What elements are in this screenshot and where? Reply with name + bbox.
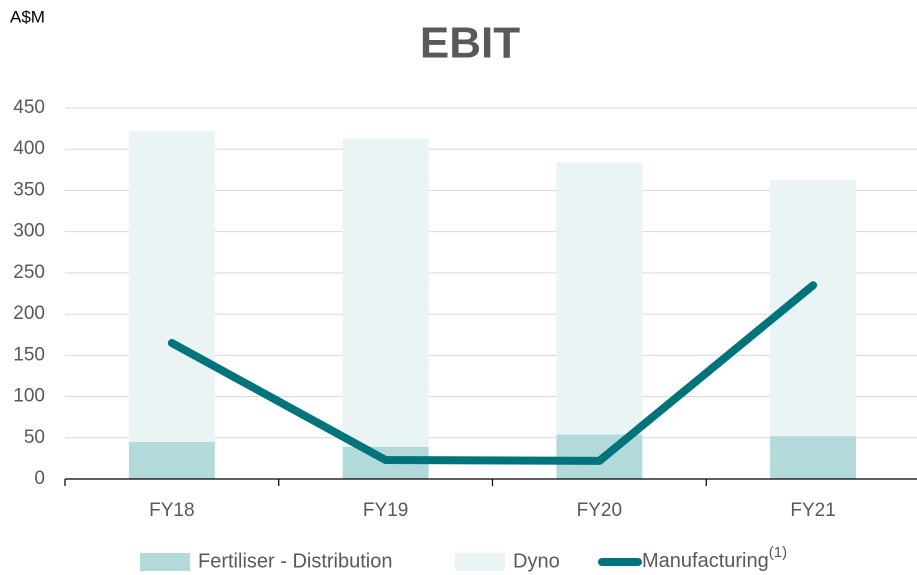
bar-segment [342, 138, 429, 447]
x-tick-label: FY21 [790, 500, 835, 521]
y-tick-label: 100 [13, 386, 45, 407]
x-tick-label: FY20 [577, 500, 622, 521]
y-tick-label: 350 [13, 179, 45, 200]
y-tick-label: 300 [13, 221, 45, 242]
legend-superscript: (1) [769, 544, 787, 561]
y-tick-label: 400 [13, 138, 45, 159]
legend-label: Fertiliser - Distribution [198, 550, 392, 572]
legend-swatch [140, 553, 190, 571]
y-tick-label: 150 [13, 344, 45, 365]
legend-label: Dyno [513, 550, 560, 572]
y-tick-label: 200 [13, 303, 45, 324]
legend-label: Manufacturing(1) [642, 544, 787, 572]
x-tick-label: FY19 [363, 500, 408, 521]
y-tick-label: 0 [34, 468, 45, 489]
y-tick-label: 250 [13, 262, 45, 283]
bar-segment [770, 436, 857, 479]
chart-title: EBIT [420, 19, 520, 68]
bar-segment [556, 162, 643, 435]
bar-segment [128, 131, 215, 442]
legend-swatch [455, 553, 505, 571]
y-tick-label: 50 [24, 427, 45, 448]
x-tick-label: FY18 [149, 500, 194, 521]
legend-name: Manufacturing [642, 550, 769, 572]
bar-segment [128, 441, 215, 479]
y-tick-label: 450 [13, 97, 45, 118]
line-series [167, 281, 818, 465]
y-axis-label: A$M [10, 7, 45, 26]
